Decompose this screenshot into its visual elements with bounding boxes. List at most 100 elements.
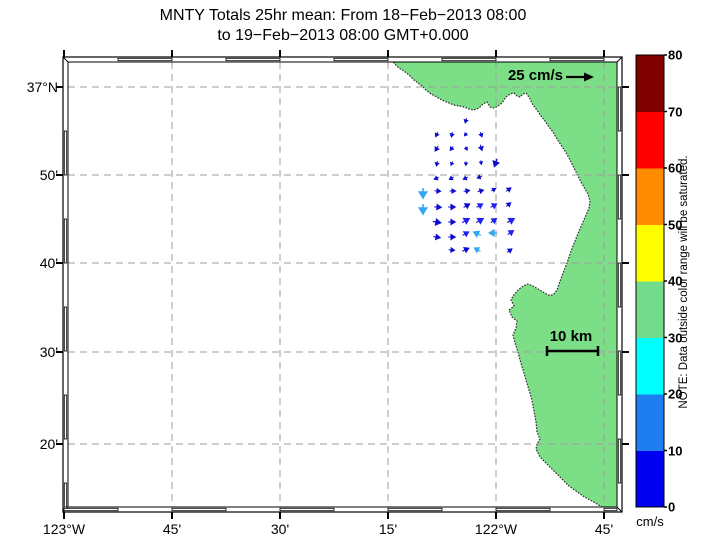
current-vector [434,131,440,138]
current-vector [475,217,485,225]
y-tick-label: 40' [39,255,58,271]
frame-bar [117,57,173,62]
current-vector [448,218,457,226]
x-tick-label: 30' [270,521,290,537]
current-vector [463,161,469,167]
coastline-landmass [392,62,617,507]
current-vector [477,144,484,152]
current-vector [463,117,469,124]
x-tick-label: 15' [378,521,398,537]
frame-bar [617,438,622,484]
plot-title-line2: to 19−Feb−2013 08:00 GMT+0.000 [217,27,469,44]
current-vector [463,146,468,151]
plot-title-line1: MNTY Totals 25hr mean: From 18−Feb−2013 … [159,7,527,24]
current-vector [448,175,454,181]
current-vector [505,187,512,193]
current-vector [461,217,471,225]
current-vector [417,188,429,200]
reference-arrow-label: 25 cm/s [507,67,563,84]
frame-bar [63,507,119,512]
frame-outer [62,56,623,513]
y-tick-label: 37°N [26,79,58,95]
current-vector-layer [417,117,516,254]
current-vector [450,161,455,167]
current-vector [491,187,497,193]
frame-bar [441,57,497,62]
current-vector [463,203,471,210]
colorbar-segment [636,168,664,225]
current-vector [507,229,515,237]
frame-bar [617,174,622,220]
frame-inner [67,61,618,508]
current-vector [462,231,470,238]
x-tick-label: 123°W [42,521,86,537]
colorbar-tick-label: 50 [668,217,683,232]
current-vector [505,202,512,208]
annotation-layer [545,72,600,356]
frame-corner-bevel [62,56,69,63]
current-vector [448,233,457,241]
current-vector [434,145,440,152]
current-vector [490,217,498,225]
frame-corner-bevel [616,56,623,63]
frame-corner-bevel [616,506,623,513]
x-tick-label: 45' [594,521,614,537]
current-vector [478,160,484,166]
frame-bar [387,507,443,512]
current-vector [463,132,469,137]
current-vector [462,175,469,181]
frame-bar [225,57,281,62]
current-vector [433,175,440,181]
colorbar-tick-label: 70 [668,104,683,119]
colorbar-tick-label: 80 [668,47,683,63]
current-vector [434,187,442,194]
gridline-layer [68,62,617,507]
frame-bar [279,507,335,512]
frame-bar [63,394,68,440]
map-frame [56,50,629,519]
frame-bar [63,482,68,508]
current-vector [434,203,443,211]
frame-bar [617,262,622,308]
current-vector [476,174,483,180]
colorbar-tick-label: 30 [668,330,683,345]
colorbar-segment [636,450,664,508]
colorbar-segment [636,394,664,451]
current-vector [462,247,470,254]
frame-bar [617,86,622,132]
frame-bar [549,57,605,62]
scale-bar-label: 10 km [549,328,593,345]
current-vector [434,160,440,167]
current-vector [449,187,457,195]
y-tick-label: 50' [39,167,58,183]
frame-bar [603,507,618,512]
current-vector [448,246,456,253]
current-vector [448,203,457,211]
x-tick-label: 45' [162,521,182,537]
current-vector [417,204,429,216]
colorbar-unit-label: cm/s [636,514,664,529]
colorbar-tick-label: 0 [668,499,676,515]
current-vector [477,188,485,195]
current-vector [506,248,513,254]
x-tick-label: 122°W [474,521,518,537]
current-vector [472,230,482,238]
current-vector [473,247,481,254]
current-vector [490,203,498,210]
y-tick-label: 20' [39,436,58,452]
current-vector [476,203,484,210]
current-vector [432,217,442,226]
frame-bar [617,350,622,396]
frame-bar [333,57,389,62]
reference-arrow-head [584,72,594,82]
colorbar-segment [636,111,664,169]
frame-bar [63,218,68,264]
colorbar-segment [636,281,664,338]
frame-bar [171,507,227,512]
frame-bar [63,306,68,352]
current-vector [449,146,455,152]
colorbar-segment [636,224,664,282]
current-vector [478,131,484,138]
